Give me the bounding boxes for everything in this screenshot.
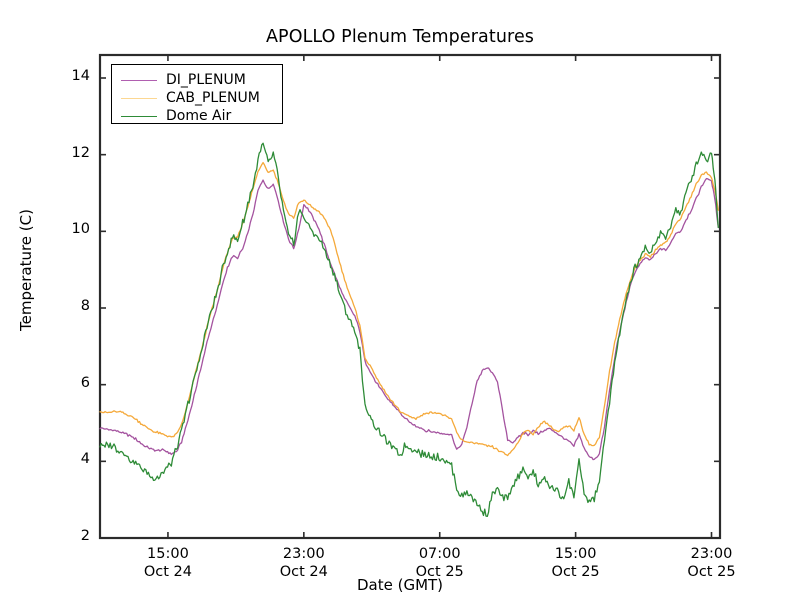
x-tick-label: 15:00 Oct 25 [551, 546, 600, 580]
chart-legend: DI_PLENUM CAB_PLENUM Dome Air [111, 64, 283, 124]
y-tick-label: 6 [80, 374, 90, 391]
x-tick-label: 23:00 Oct 25 [687, 546, 736, 580]
x-tick-label: 23:00 Oct 24 [279, 546, 328, 580]
chart-title: APOLLO Plenum Temperatures [265, 27, 535, 47]
axis-ticks [100, 55, 720, 539]
legend-label: Dome Air [166, 108, 232, 124]
axes-frame [98, 53, 722, 540]
x-tick-label: 07:00 Oct 25 [415, 546, 464, 580]
legend-item-dome-air: Dome Air [112, 107, 282, 127]
y-tick-label: 12 [71, 144, 90, 161]
legend-swatch-icon [121, 98, 157, 99]
legend-swatch-icon [121, 116, 157, 117]
y-tick-label: 8 [80, 298, 90, 314]
legend-item-di-plenum: DI_PLENUM [112, 71, 282, 91]
x-tick-label: 15:00 Oct 24 [143, 546, 192, 580]
y-tick-label: 14 [71, 68, 90, 84]
legend-item-cab-plenum: CAB_PLENUM [112, 89, 282, 109]
y-tick-label: 4 [80, 451, 90, 468]
legend-label: DI_PLENUM [166, 72, 246, 88]
y-tick-label: 2 [80, 528, 90, 544]
x-axis-label: Date (GMT) [356, 576, 444, 594]
legend-label: CAB_PLENUM [166, 90, 260, 106]
data-lines [99, 142, 719, 518]
y-tick-label: 10 [71, 221, 90, 238]
legend-swatch-icon [121, 80, 157, 81]
